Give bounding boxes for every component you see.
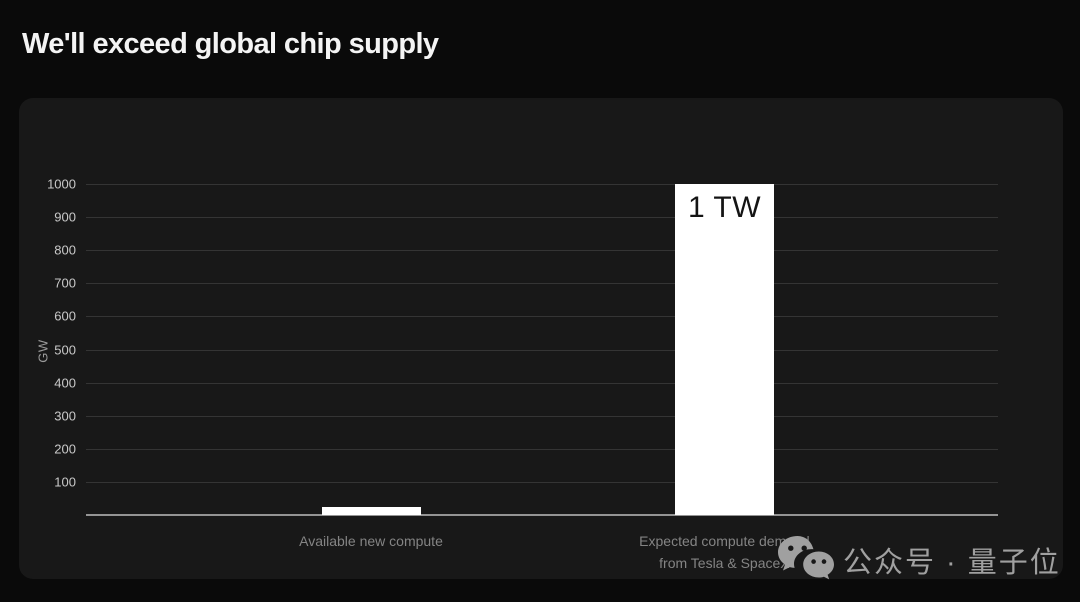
gridline: [86, 415, 998, 417]
slide-title: We'll exceed global chip supply: [22, 28, 439, 60]
watermark-text: 公众号 · 量子位: [843, 547, 1061, 579]
y-tick-label: 900: [54, 209, 76, 225]
y-tick-label: 500: [54, 342, 76, 357]
category-label: Expected compute demand from Tesla & Spac…: [639, 533, 810, 571]
y-tick-label: 600: [54, 308, 76, 324]
gridline: [86, 316, 998, 318]
gridline: [86, 349, 998, 351]
y-tick-label: 1000: [47, 176, 76, 192]
gridline: [86, 481, 998, 483]
wechat-watermark: 公众号 · 量子位: [777, 534, 1061, 586]
y-tick-label: 400: [54, 375, 76, 391]
y-tick-label: 200: [54, 441, 76, 457]
y-tick-label: 800: [54, 242, 76, 258]
bar-value-label: 1 TW: [687, 191, 762, 224]
chart-panel: GW 100 200 300 400 500 600 700 800 900 1000 Availa…: [19, 98, 1063, 580]
plot-area: 100 200 300 400 500 600 700 800 900 1000 Available…: [19, 98, 1063, 579]
wechat-icon: [778, 536, 834, 580]
gridline: [86, 382, 998, 384]
gridline: [86, 283, 998, 285]
x-axis-baseline: [86, 514, 998, 516]
bar: [322, 507, 421, 515]
gridline: [86, 448, 998, 450]
y-tick-label: 700: [54, 275, 76, 291]
bar: 1 TW: [675, 184, 774, 515]
gridline: [86, 217, 998, 219]
y-tick-label: 100: [54, 474, 76, 490]
gridline: [86, 184, 998, 185]
category-label: Available new compute: [299, 533, 443, 549]
y-tick-label: 300: [54, 408, 76, 424]
gridline: [86, 250, 998, 252]
